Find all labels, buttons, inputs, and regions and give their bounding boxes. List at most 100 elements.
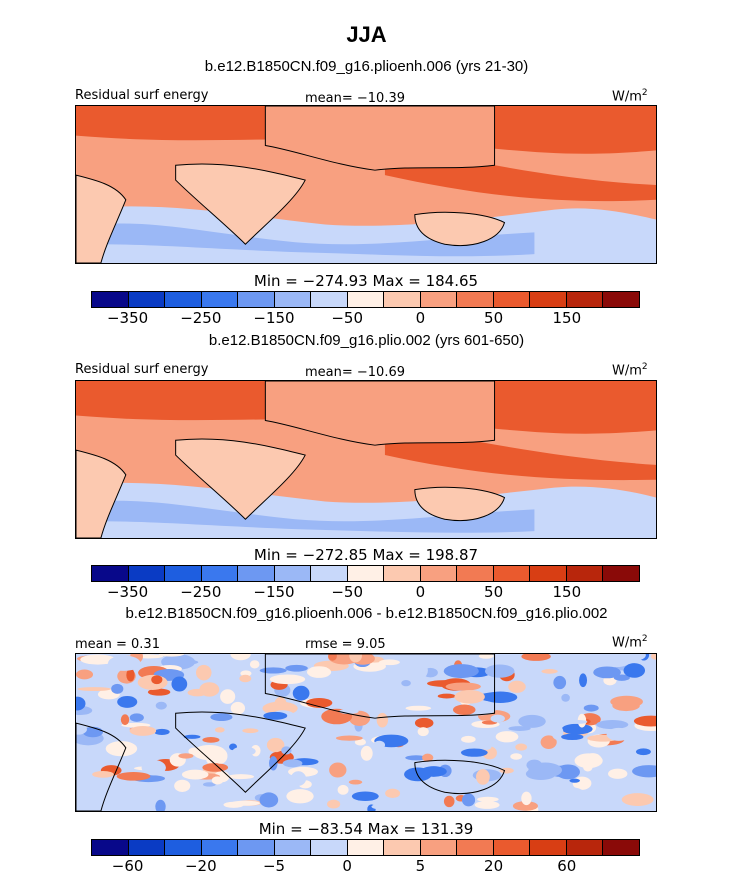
field-speckle — [495, 731, 519, 743]
field-speckle — [583, 704, 599, 712]
field-speckle — [541, 669, 558, 674]
field-speckle — [612, 700, 640, 712]
land-south-america — [76, 722, 127, 811]
field-speckle — [481, 742, 492, 750]
panel-1-stats: Min = −274.93 Max = 184.65 — [253, 272, 479, 290]
colorbar-swatch — [238, 566, 275, 581]
field-speckle — [596, 720, 629, 730]
colorbar-tick-label: 150 — [552, 583, 582, 601]
field-speckle — [165, 659, 199, 665]
field-speckle — [606, 727, 631, 741]
colorbar-tick-label: −150 — [253, 583, 295, 601]
field-speckle — [540, 735, 557, 749]
colorbar-tick-label: 150 — [552, 309, 582, 327]
colorbar-swatch — [384, 840, 421, 855]
field-speckle — [414, 717, 434, 729]
colorbar-tick-label: 60 — [557, 857, 577, 875]
panel-2-stats: Min = −272.85 Max = 198.87 — [253, 546, 479, 564]
colorbar-swatch — [384, 566, 421, 581]
field-noise — [76, 654, 656, 811]
field-speckle — [593, 666, 621, 679]
colorbar-swatch — [530, 566, 567, 581]
field-speckle — [111, 683, 124, 694]
panel-2-variable-label: Residual surf energy — [75, 362, 209, 377]
field-speckle — [477, 796, 499, 802]
field-speckle — [512, 801, 539, 811]
field-speckle — [373, 740, 386, 750]
panel-1-unit-label: W/m2 — [612, 88, 648, 105]
field-speckle — [521, 654, 551, 661]
colorbar-swatch — [201, 566, 239, 581]
field-speckle — [401, 679, 411, 687]
field-speckle — [460, 748, 488, 757]
field-speckle — [243, 686, 267, 698]
field-speckle — [92, 771, 114, 778]
colorbar-tick-label: −60 — [111, 857, 144, 875]
field-speckle — [290, 771, 307, 786]
panel-3-colorbar-ticks: −60 −20 −5 0 5 20 60 — [91, 857, 640, 877]
field-speckle — [579, 673, 588, 688]
field-speckle — [263, 711, 288, 720]
field-speckle — [230, 701, 246, 715]
field-speckle — [80, 654, 116, 665]
field-speckle — [608, 768, 628, 779]
field-speckle — [129, 725, 157, 736]
panel-2-mean-label: mean= −10.69 — [305, 365, 406, 380]
panel-2-colorbar-ticks: −350 −250 −150 −50 0 50 150 — [91, 583, 640, 603]
field-speckle — [188, 747, 200, 756]
field-speckle — [213, 748, 228, 764]
field-speckle — [641, 688, 652, 703]
colorbar-swatch — [92, 840, 129, 855]
panel-2-map-svg — [76, 381, 656, 538]
field-speckle — [476, 769, 490, 785]
field-speckle — [508, 726, 531, 732]
colorbar-swatch — [493, 566, 531, 581]
field-speckle — [521, 791, 532, 806]
land-eurasia — [264, 106, 496, 171]
colorbar-swatch — [128, 292, 166, 307]
field-speckle — [286, 789, 314, 804]
colorbar-swatch — [530, 292, 567, 307]
field-speckle — [349, 654, 363, 663]
field-speckle — [220, 689, 236, 704]
field-speckle — [354, 738, 366, 746]
field-speckle — [443, 795, 455, 808]
field-speckle — [461, 735, 476, 743]
field-speckle — [533, 763, 543, 776]
field-speckle — [77, 687, 111, 692]
field-speckle — [148, 769, 166, 775]
field-speckle — [211, 776, 224, 785]
field-speckle — [451, 654, 460, 659]
field-speckle — [126, 668, 135, 682]
colorbar-tick-label: −20 — [184, 857, 217, 875]
field-speckle — [484, 664, 515, 678]
panel-3-mean-label: mean = 0.31 — [75, 637, 160, 652]
field-speckle — [561, 733, 584, 741]
colorbar-tick-label: −50 — [331, 309, 364, 327]
colorbar-swatch — [311, 292, 348, 307]
field-speckle — [240, 670, 252, 677]
field-speckle — [553, 787, 585, 801]
panel-3-unit-label: W/m2 — [612, 634, 648, 651]
colorbar-swatch — [566, 840, 604, 855]
colorbar-swatch — [566, 566, 604, 581]
field-speckle — [158, 654, 185, 657]
colorbar-tick-label: 5 — [415, 857, 426, 875]
panel-1-colorbar-ticks: −350 −250 −150 −50 0 50 150 — [91, 309, 640, 329]
colorbar-tick-label: 50 — [484, 309, 504, 327]
colorbar-swatch — [274, 566, 312, 581]
field-speckle — [633, 715, 656, 727]
field-speckle — [313, 747, 329, 757]
colorbar-swatch — [311, 840, 348, 855]
field-speckle — [376, 712, 389, 728]
field-speckle — [650, 654, 656, 660]
field-speckle — [151, 675, 163, 685]
panel-1-mean-label: mean= −10.39 — [305, 91, 406, 106]
field-speckle — [478, 654, 494, 659]
colorbar-swatch — [457, 566, 494, 581]
field-speckle — [210, 713, 233, 722]
field-speckle — [360, 745, 373, 761]
land-australia — [414, 486, 506, 521]
colorbar-tick-label: 20 — [484, 857, 504, 875]
field-speckle — [453, 704, 476, 716]
